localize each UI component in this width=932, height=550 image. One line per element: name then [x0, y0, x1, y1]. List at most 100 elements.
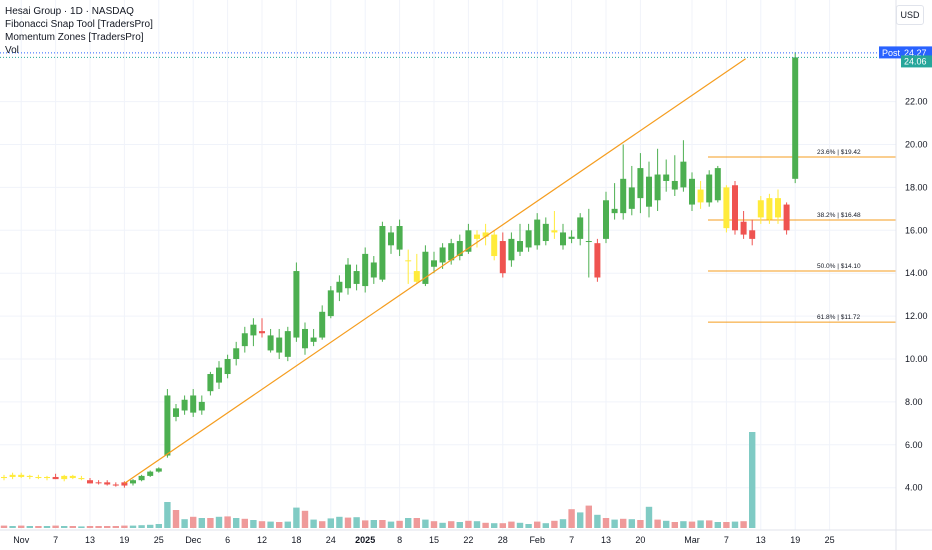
candle-body: [534, 219, 541, 246]
volume-bar: [499, 523, 506, 528]
volume-bar: [551, 520, 558, 528]
volume-bar: [723, 522, 730, 528]
candle-body: [517, 241, 523, 252]
candle-body: [671, 180, 678, 190]
time-axis-tick-label: Nov: [13, 535, 30, 545]
candle-body: [207, 374, 214, 392]
candle-body: [465, 230, 472, 252]
volume-bar: [336, 516, 343, 528]
price-axis-tick-label: 20.00: [905, 140, 928, 150]
volume-bar: [594, 514, 601, 528]
price-axis-tick-label: 4.00: [905, 483, 923, 493]
indicator-fibonacci[interactable]: Fibonacci Snap Tool [TradersPro]: [5, 19, 153, 30]
volume-bar: [138, 525, 145, 528]
candle-body: [181, 399, 188, 411]
candle-body: [379, 226, 386, 280]
candle-body: [327, 290, 334, 317]
volume-bar: [69, 526, 76, 528]
volume-bar: [456, 522, 463, 528]
volume-bar: [362, 520, 369, 528]
volume-bar: [430, 521, 438, 528]
price-axis[interactable]: 4.00 6.00 8.00 10.00 12.00 14.00 16.00 18.00 20.…: [895, 0, 928, 550]
candle-body: [276, 337, 283, 353]
candle-body: [112, 484, 119, 486]
post-tag-label: Post: [882, 48, 901, 58]
time-axis-tick-label: 18: [291, 535, 301, 545]
volume-bar: [379, 520, 386, 528]
trendline[interactable]: [124, 58, 746, 484]
indicator-volume[interactable]: Vol: [5, 45, 19, 56]
candle-body: [362, 253, 369, 287]
volume-bar: [18, 525, 25, 528]
indicator-momentum[interactable]: Momentum Zones [TradersPro]: [5, 32, 144, 43]
candle-body: [542, 223, 549, 242]
volume-bar: [491, 523, 498, 528]
volume-bar: [645, 506, 653, 528]
candle-body: [663, 174, 670, 181]
time-axis-tick-label: 12: [257, 535, 267, 545]
candle-body: [69, 475, 76, 479]
volume-bar: [327, 518, 334, 528]
time-axis-tick-label: 22: [463, 535, 473, 545]
candle-body: [388, 232, 394, 246]
candle-body: [61, 475, 68, 480]
time-axis-tick-label: 7: [724, 535, 729, 545]
time-axis-tick-label: 13: [756, 535, 766, 545]
candle-body: [216, 367, 222, 383]
candle-body: [620, 178, 627, 214]
volume-bar: [224, 516, 231, 528]
volume-bar: [620, 518, 627, 528]
time-axis-tick-label: 19: [790, 535, 800, 545]
candle-body: [714, 168, 721, 201]
candle-body: [18, 474, 25, 477]
volume-bar: [577, 512, 584, 528]
candle-body: [198, 401, 205, 411]
volume-bar: [43, 526, 51, 528]
time-axis-tick-label: 2025: [355, 535, 375, 545]
time-axis-tick-label: 6: [225, 535, 230, 545]
candle-body: [697, 189, 704, 203]
candle-body: [568, 236, 575, 239]
chart-legend: Hesai Group · 1D · NASDAQ Fibonacci Snap…: [5, 5, 153, 57]
time-axis-tick-label: 7: [53, 535, 58, 545]
volume-bar: [568, 509, 575, 528]
candle-body: [336, 281, 343, 293]
volume-bar: [534, 521, 541, 528]
price-lines: [0, 52, 896, 58]
candle-body: [628, 187, 635, 209]
candle-body: [757, 200, 764, 218]
volume-bar: [344, 517, 352, 528]
candle-body: [396, 226, 403, 250]
volume-bar: [688, 521, 696, 528]
time-axis[interactable]: Nov 7 13 19 25 Dec 6 12 18 24 2025 8 15 22 28 Feb 7 13 20 M…: [0, 529, 932, 545]
volume-bar: [602, 518, 610, 528]
candle-body: [792, 57, 799, 179]
volume-bar: [9, 526, 16, 528]
candle-body: [405, 260, 412, 262]
price-axis-tick-label: 12.00: [905, 311, 928, 321]
candles: [1, 52, 799, 488]
candle-body: [413, 271, 420, 282]
volume-bar: [215, 516, 223, 528]
candle-body: [155, 468, 162, 472]
post-price-value: 24.27: [904, 48, 927, 58]
candle-body: [138, 475, 145, 481]
candle-body: [345, 264, 351, 289]
candle-body: [147, 471, 154, 476]
volume-bar: [714, 522, 721, 528]
fib-level-label: 38.2% | $16.48: [817, 212, 861, 219]
candle-body: [560, 232, 566, 246]
fib-level-label: 50.0% | $14.10: [817, 263, 861, 270]
candle-body: [448, 243, 455, 261]
fib-level-label: 61.8% | $11.72: [817, 314, 861, 321]
volume-bar: [637, 520, 644, 528]
fib-level-label: 23.6% | $19.42: [817, 149, 861, 156]
time-axis-tick-label: 8: [397, 535, 402, 545]
currency-button[interactable]: USD: [896, 5, 924, 25]
candle-body: [87, 480, 93, 484]
volume-bar: [52, 525, 59, 528]
symbol-title[interactable]: Hesai Group · 1D · NASDAQ: [5, 6, 134, 17]
